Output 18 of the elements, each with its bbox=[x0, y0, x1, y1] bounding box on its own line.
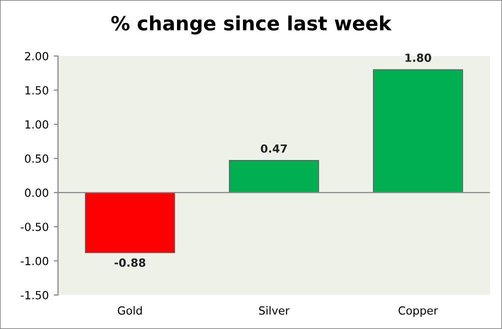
data-label: -0.88 bbox=[114, 258, 146, 267]
x-tick-label: Silver bbox=[259, 306, 290, 315]
y-tick-label: 1.50 bbox=[25, 86, 48, 95]
bar bbox=[84, 192, 176, 254]
x-tick-label: Copper bbox=[398, 306, 438, 317]
chart-title: % change since last week bbox=[111, 16, 392, 34]
data-label: 1.80 bbox=[406, 54, 432, 62]
y-tick-label: 0.00 bbox=[24, 188, 48, 197]
bar bbox=[228, 160, 320, 193]
y-tick-label: -1.50 bbox=[20, 290, 48, 300]
y-tick-label: 0.50 bbox=[24, 154, 48, 163]
y-tick-label: 2.00 bbox=[25, 52, 48, 60]
bar bbox=[372, 69, 464, 193]
y-tick-label: -1.00 bbox=[20, 256, 48, 266]
y-tick-label: 1.00 bbox=[25, 120, 48, 129]
data-label: 0.47 bbox=[260, 144, 287, 153]
x-tick-label: Gold bbox=[118, 306, 142, 315]
y-tick-label: -0.50 bbox=[20, 222, 48, 232]
